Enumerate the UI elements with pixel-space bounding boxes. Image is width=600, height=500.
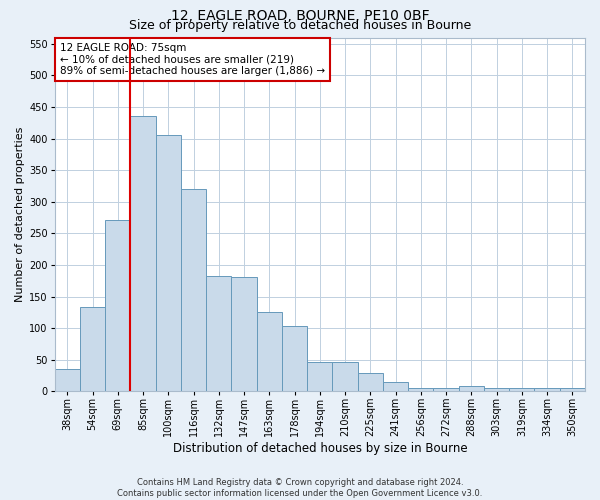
Bar — [257, 312, 282, 392]
Bar — [181, 189, 206, 392]
Text: Size of property relative to detached houses in Bourne: Size of property relative to detached ho… — [129, 19, 471, 32]
Bar — [383, 382, 408, 392]
Bar — [282, 326, 307, 392]
Bar — [509, 388, 535, 392]
Bar — [484, 388, 509, 392]
Text: 12, EAGLE ROAD, BOURNE, PE10 0BF: 12, EAGLE ROAD, BOURNE, PE10 0BF — [170, 9, 430, 23]
Bar — [206, 276, 232, 392]
Bar — [535, 388, 560, 392]
Bar — [408, 388, 433, 392]
Bar — [55, 370, 80, 392]
Bar — [156, 136, 181, 392]
Bar — [130, 116, 156, 392]
Bar — [105, 220, 130, 392]
Bar — [358, 373, 383, 392]
Bar — [232, 277, 257, 392]
X-axis label: Distribution of detached houses by size in Bourne: Distribution of detached houses by size … — [173, 442, 467, 455]
Text: Contains HM Land Registry data © Crown copyright and database right 2024.
Contai: Contains HM Land Registry data © Crown c… — [118, 478, 482, 498]
Bar — [560, 388, 585, 392]
Bar — [307, 362, 332, 392]
Text: 12 EAGLE ROAD: 75sqm
← 10% of detached houses are smaller (219)
89% of semi-deta: 12 EAGLE ROAD: 75sqm ← 10% of detached h… — [60, 43, 325, 76]
Bar — [80, 308, 105, 392]
Bar — [332, 362, 358, 392]
Bar — [433, 388, 459, 392]
Y-axis label: Number of detached properties: Number of detached properties — [15, 127, 25, 302]
Bar — [459, 386, 484, 392]
